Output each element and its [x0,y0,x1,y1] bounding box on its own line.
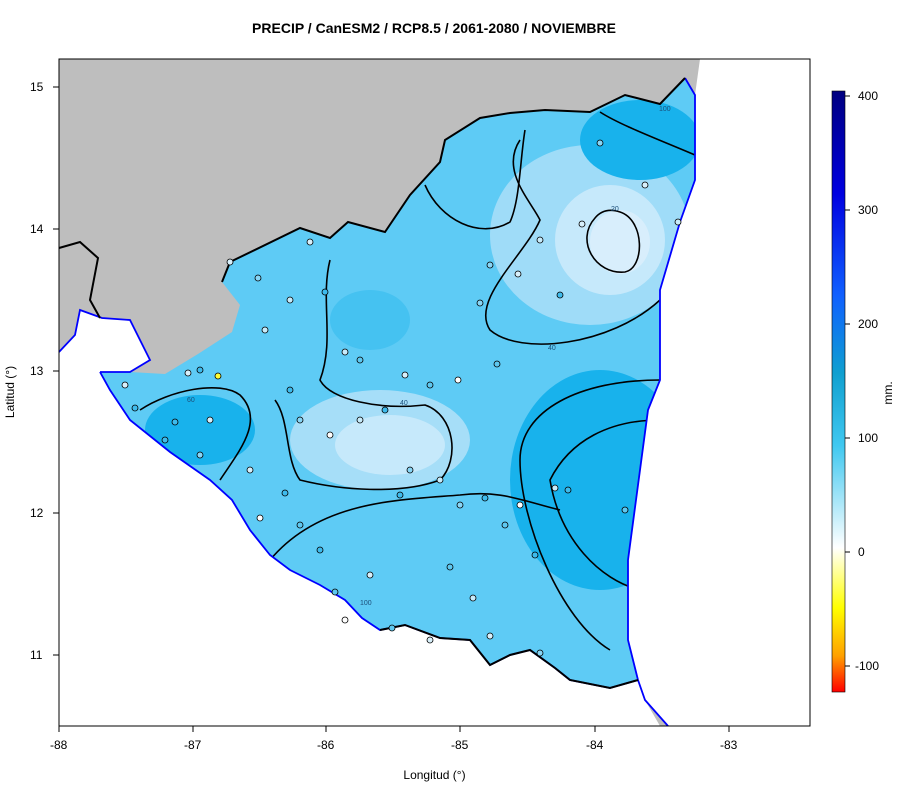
colorbar-tick-label: -100 [855,659,880,673]
contour-label: 20 [611,206,619,213]
colorbar-tick-label: 100 [858,431,879,445]
contour-line [274,259,453,491]
x-tick-label: -84 [586,738,604,752]
contour-line [424,129,526,230]
colorbar-tick-label: 200 [858,317,879,331]
contour-line [549,419,661,591]
x-tick-label: -83 [720,738,738,752]
x-tick-label: -85 [451,738,469,752]
contour-labels: 20 40 40 60 100 100 [187,106,671,607]
national-border [58,77,686,690]
contour-label: 60 [187,397,195,404]
y-tick-label: 13 [30,364,44,378]
gulf-fonseca-coast [58,308,152,373]
colorbar-tick-label: 0 [858,545,865,559]
pacific-ocean [59,310,660,726]
map-title: PRECIP / CanESM2 / RCP8.5 / 2061-2080 / … [252,20,616,36]
colorbar-tick-label: 300 [858,203,879,217]
axis-ticks [53,86,730,732]
y-tick-label: 14 [30,222,44,236]
contour-line [586,209,641,273]
plot-frame [58,58,811,727]
contour-line [484,139,661,345]
contour-line [599,111,695,156]
contour-line [139,387,252,481]
x-axis-label: Longitud (°) [403,768,466,782]
y-tick-label: 12 [30,506,44,520]
contour-line [269,492,561,561]
y-tick-label: 15 [30,80,44,94]
x-tick-label: -87 [184,738,202,752]
colorbar-units-label: mm. [881,381,895,405]
contour-line [519,379,661,651]
contour-label: 100 [360,600,372,607]
station-markers [121,139,682,657]
y-tick-label: 11 [30,648,43,662]
y-axis-label: Latitud (°) [3,365,17,419]
contour-label: 100 [659,106,671,113]
x-tick-label: -88 [50,738,68,752]
x-tick-label: -86 [317,738,335,752]
colorbar-tick-label: 400 [858,89,879,103]
contour-label: 40 [548,345,556,352]
colorbar [831,90,850,693]
contour-label: 40 [400,400,408,407]
caribbean-sea [628,59,810,726]
